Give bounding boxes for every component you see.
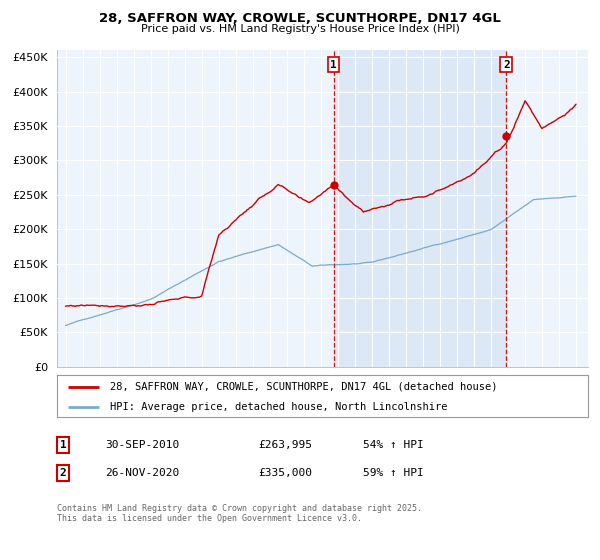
Text: 28, SAFFRON WAY, CROWLE, SCUNTHORPE, DN17 4GL (detached house): 28, SAFFRON WAY, CROWLE, SCUNTHORPE, DN1… bbox=[110, 382, 497, 392]
Text: 2: 2 bbox=[503, 59, 509, 69]
Text: 28, SAFFRON WAY, CROWLE, SCUNTHORPE, DN17 4GL: 28, SAFFRON WAY, CROWLE, SCUNTHORPE, DN1… bbox=[99, 12, 501, 25]
Text: HPI: Average price, detached house, North Lincolnshire: HPI: Average price, detached house, Nort… bbox=[110, 402, 448, 412]
Bar bbox=[334, 50, 506, 367]
Text: 26-NOV-2020: 26-NOV-2020 bbox=[105, 468, 179, 478]
Text: £263,995: £263,995 bbox=[258, 440, 312, 450]
Text: Price paid vs. HM Land Registry's House Price Index (HPI): Price paid vs. HM Land Registry's House … bbox=[140, 24, 460, 34]
Text: £335,000: £335,000 bbox=[258, 468, 312, 478]
Text: 59% ↑ HPI: 59% ↑ HPI bbox=[363, 468, 424, 478]
Text: Contains HM Land Registry data © Crown copyright and database right 2025.
This d: Contains HM Land Registry data © Crown c… bbox=[57, 504, 422, 524]
Text: 1: 1 bbox=[330, 59, 337, 69]
Text: 2: 2 bbox=[59, 468, 67, 478]
Text: 1: 1 bbox=[59, 440, 67, 450]
Text: 54% ↑ HPI: 54% ↑ HPI bbox=[363, 440, 424, 450]
Text: 30-SEP-2010: 30-SEP-2010 bbox=[105, 440, 179, 450]
